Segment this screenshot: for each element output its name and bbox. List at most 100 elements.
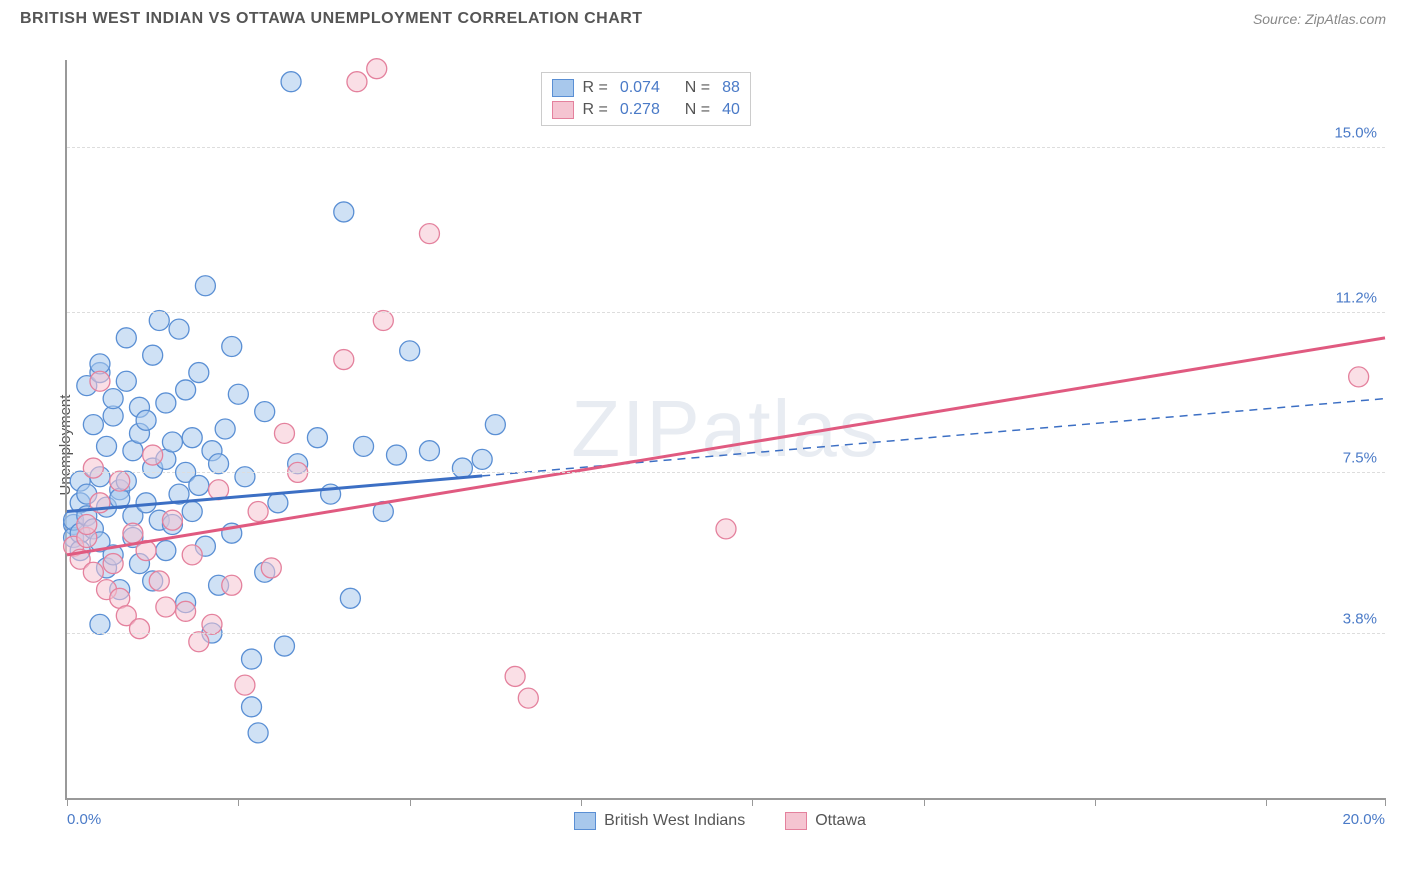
y-tick-label: 3.8% bbox=[1343, 611, 1377, 628]
data-point-bwi bbox=[281, 72, 301, 92]
data-point-bwi bbox=[143, 345, 163, 365]
data-point-bwi bbox=[340, 588, 360, 608]
data-point-ottawa bbox=[367, 59, 387, 79]
data-point-ottawa bbox=[189, 632, 209, 652]
data-point-ottawa bbox=[347, 72, 367, 92]
data-point-bwi bbox=[242, 649, 262, 669]
x-tick bbox=[1266, 798, 1267, 806]
legend-label-ottawa: Ottawa bbox=[815, 812, 866, 830]
data-point-ottawa bbox=[162, 510, 182, 530]
data-point-ottawa bbox=[83, 458, 103, 478]
correlation-legend: R = 0.074 N = 88 R = 0.278 N = 40 bbox=[541, 72, 750, 126]
data-point-ottawa bbox=[176, 601, 196, 621]
x-tick bbox=[1095, 798, 1096, 806]
gridline bbox=[67, 633, 1385, 634]
data-point-bwi bbox=[228, 384, 248, 404]
x-tick bbox=[67, 798, 68, 806]
data-point-bwi bbox=[182, 501, 202, 521]
data-point-bwi bbox=[235, 467, 255, 487]
data-point-bwi bbox=[97, 436, 117, 456]
data-point-ottawa bbox=[77, 515, 97, 535]
data-point-ottawa bbox=[274, 423, 294, 443]
data-point-bwi bbox=[387, 445, 407, 465]
swatch-bwi bbox=[574, 812, 596, 830]
data-point-bwi bbox=[419, 441, 439, 461]
x-tick bbox=[924, 798, 925, 806]
data-point-ottawa bbox=[83, 562, 103, 582]
data-point-ottawa bbox=[182, 545, 202, 565]
plot-area: ZIPatlas R = 0.074 N = 88 R = 0.278 N = … bbox=[65, 60, 1385, 800]
data-point-ottawa bbox=[248, 501, 268, 521]
data-point-bwi bbox=[215, 419, 235, 439]
swatch-bwi bbox=[552, 79, 574, 97]
x-tick bbox=[581, 798, 582, 806]
data-point-ottawa bbox=[261, 558, 281, 578]
data-point-bwi bbox=[307, 428, 327, 448]
swatch-ottawa bbox=[552, 101, 574, 119]
data-point-bwi bbox=[248, 723, 268, 743]
x-tick bbox=[238, 798, 239, 806]
data-point-bwi bbox=[472, 449, 492, 469]
data-point-bwi bbox=[103, 389, 123, 409]
data-point-ottawa bbox=[110, 471, 130, 491]
data-point-bwi bbox=[222, 337, 242, 357]
n-value-bwi: 88 bbox=[722, 79, 740, 97]
r-value-ottawa: 0.278 bbox=[620, 101, 660, 119]
x-tick bbox=[1385, 798, 1386, 806]
data-point-bwi bbox=[169, 319, 189, 339]
legend-item-ottawa: Ottawa bbox=[785, 812, 866, 830]
swatch-ottawa bbox=[785, 812, 807, 830]
legend-row-bwi: R = 0.074 N = 88 bbox=[552, 77, 739, 99]
data-point-bwi bbox=[116, 328, 136, 348]
data-point-bwi bbox=[189, 475, 209, 495]
y-tick-label: 11.2% bbox=[1336, 289, 1377, 306]
data-point-ottawa bbox=[334, 350, 354, 370]
plot-svg bbox=[67, 60, 1385, 798]
x-tick bbox=[752, 798, 753, 806]
data-point-ottawa bbox=[222, 575, 242, 595]
data-point-bwi bbox=[452, 458, 472, 478]
data-point-ottawa bbox=[419, 224, 439, 244]
data-point-bwi bbox=[354, 436, 374, 456]
data-point-bwi bbox=[334, 202, 354, 222]
chart-title: BRITISH WEST INDIAN VS OTTAWA UNEMPLOYME… bbox=[20, 10, 643, 28]
data-point-bwi bbox=[268, 493, 288, 513]
source-prefix: Source: bbox=[1253, 11, 1305, 27]
data-point-bwi bbox=[274, 636, 294, 656]
data-point-bwi bbox=[255, 402, 275, 422]
data-point-bwi bbox=[156, 393, 176, 413]
data-point-bwi bbox=[182, 428, 202, 448]
data-point-bwi bbox=[242, 697, 262, 717]
data-point-ottawa bbox=[202, 614, 222, 634]
data-point-ottawa bbox=[1349, 367, 1369, 387]
data-point-ottawa bbox=[716, 519, 736, 539]
data-point-ottawa bbox=[143, 445, 163, 465]
data-point-bwi bbox=[485, 415, 505, 435]
y-tick-label: 7.5% bbox=[1343, 450, 1377, 467]
x-tick bbox=[410, 798, 411, 806]
r-label: R = bbox=[582, 101, 607, 119]
data-point-bwi bbox=[90, 614, 110, 634]
source-attribution: Source: ZipAtlas.com bbox=[1253, 11, 1386, 27]
n-label: N = bbox=[685, 79, 710, 97]
legend-row-ottawa: R = 0.278 N = 40 bbox=[552, 99, 739, 121]
gridline bbox=[67, 312, 1385, 313]
data-point-ottawa bbox=[149, 571, 169, 591]
legend-label-bwi: British West Indians bbox=[604, 812, 745, 830]
data-point-ottawa bbox=[373, 310, 393, 330]
data-point-ottawa bbox=[90, 371, 110, 391]
gridline bbox=[67, 472, 1385, 473]
data-point-bwi bbox=[83, 415, 103, 435]
data-point-bwi bbox=[176, 380, 196, 400]
data-point-bwi bbox=[136, 410, 156, 430]
source-name: ZipAtlas.com bbox=[1305, 11, 1386, 27]
n-label: N = bbox=[685, 101, 710, 119]
data-point-bwi bbox=[189, 363, 209, 383]
legend-item-bwi: British West Indians bbox=[574, 812, 745, 830]
data-point-bwi bbox=[400, 341, 420, 361]
data-point-bwi bbox=[149, 310, 169, 330]
r-label: R = bbox=[582, 79, 607, 97]
data-point-bwi bbox=[209, 454, 229, 474]
data-point-ottawa bbox=[505, 666, 525, 686]
n-value-ottawa: 40 bbox=[722, 101, 740, 119]
